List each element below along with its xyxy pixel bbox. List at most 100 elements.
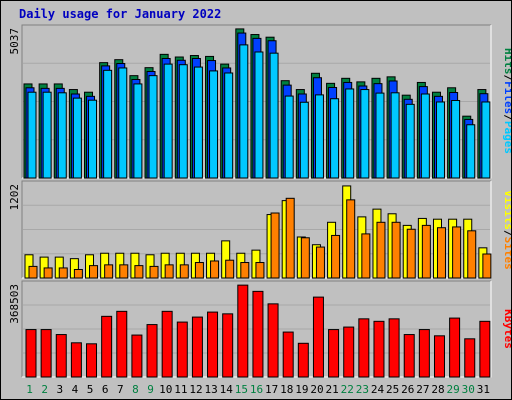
bar-kbytes-day-7 bbox=[116, 310, 128, 378]
side-label-part: Pages bbox=[502, 121, 511, 154]
bar-kbytes-day-4 bbox=[70, 342, 82, 378]
bar-sites-day-18 bbox=[285, 197, 295, 279]
bar-pages-day-16 bbox=[254, 51, 264, 179]
bar-kbytes-day-13 bbox=[207, 311, 219, 378]
day-label-7: 7 bbox=[117, 383, 124, 396]
bar-sites-day-23 bbox=[361, 233, 371, 279]
side-label-part: / bbox=[502, 114, 511, 121]
day-label-26: 26 bbox=[401, 383, 414, 396]
top-side-label: Hits/Files/Pages bbox=[502, 48, 511, 154]
bar-sites-day-27 bbox=[421, 224, 431, 279]
bar-sites-day-8 bbox=[134, 265, 144, 279]
bar-sites-day-15 bbox=[240, 262, 250, 279]
bar-kbytes-day-2 bbox=[40, 329, 52, 378]
day-label-31: 31 bbox=[477, 383, 490, 396]
bar-kbytes-day-8 bbox=[131, 334, 143, 378]
bar-sites-day-6 bbox=[104, 264, 114, 279]
bar-kbytes-day-18 bbox=[282, 331, 294, 378]
bar-sites-day-7 bbox=[119, 264, 129, 279]
bar-kbytes-day-20 bbox=[312, 296, 324, 378]
bar-sites-day-30 bbox=[467, 230, 477, 279]
bar-pages-day-11 bbox=[178, 64, 188, 179]
side-label-part: Hits bbox=[502, 48, 511, 75]
bar-pages-day-1 bbox=[27, 91, 37, 179]
bar-pages-day-24 bbox=[375, 92, 385, 179]
bar-sites-day-2 bbox=[43, 267, 53, 279]
bar-sites-day-12 bbox=[194, 262, 204, 279]
day-label-25: 25 bbox=[386, 383, 399, 396]
bar-sites-day-14 bbox=[225, 259, 235, 279]
bar-pages-day-12 bbox=[193, 66, 203, 179]
bar-pages-day-25 bbox=[390, 92, 400, 179]
bar-sites-day-3 bbox=[58, 267, 68, 279]
bar-sites-day-25 bbox=[391, 221, 401, 279]
bar-kbytes-day-16 bbox=[252, 290, 264, 378]
bar-sites-day-31 bbox=[482, 253, 492, 279]
bar-pages-day-23 bbox=[360, 89, 370, 179]
day-label-18: 18 bbox=[280, 383, 293, 396]
bar-pages-day-15 bbox=[239, 44, 249, 179]
axis-max-label: 1202 bbox=[8, 184, 21, 211]
bar-kbytes-day-25 bbox=[388, 318, 400, 378]
side-label-part: Sites bbox=[502, 237, 511, 270]
bar-pages-day-2 bbox=[42, 91, 52, 179]
bar-sites-day-29 bbox=[452, 226, 462, 279]
bar-kbytes-day-29 bbox=[449, 317, 461, 378]
day-label-4: 4 bbox=[72, 383, 79, 396]
day-label-27: 27 bbox=[416, 383, 429, 396]
bottom-side-label: KBytes bbox=[502, 309, 511, 349]
bar-pages-day-3 bbox=[57, 92, 67, 179]
bar-sites-day-1 bbox=[28, 265, 38, 279]
bar-pages-day-4 bbox=[72, 97, 82, 179]
bar-kbytes-day-24 bbox=[373, 320, 385, 378]
day-label-29: 29 bbox=[447, 383, 460, 396]
day-label-17: 17 bbox=[265, 383, 278, 396]
bar-pages-day-10 bbox=[163, 63, 173, 179]
bar-kbytes-day-12 bbox=[191, 316, 203, 378]
bar-pages-day-8 bbox=[133, 83, 143, 179]
bar-sites-day-19 bbox=[300, 237, 310, 279]
bar-kbytes-day-23 bbox=[358, 318, 370, 378]
day-label-16: 16 bbox=[250, 383, 263, 396]
bar-pages-day-7 bbox=[118, 67, 128, 179]
bar-kbytes-day-19 bbox=[297, 342, 309, 378]
bar-kbytes-day-1 bbox=[25, 329, 37, 378]
kbytes-panel-shade bbox=[21, 280, 491, 377]
day-label-11: 11 bbox=[174, 383, 187, 396]
bar-pages-day-18 bbox=[284, 95, 294, 179]
bar-kbytes-day-17 bbox=[267, 303, 279, 378]
bar-sites-day-16 bbox=[255, 262, 265, 279]
visits-sites-panel-shade bbox=[21, 180, 491, 278]
day-label-9: 9 bbox=[147, 383, 154, 396]
day-label-19: 19 bbox=[295, 383, 308, 396]
bar-kbytes-day-21 bbox=[328, 329, 340, 378]
day-label-22: 22 bbox=[341, 383, 354, 396]
bar-pages-day-5 bbox=[88, 99, 98, 179]
bar-sites-day-10 bbox=[164, 264, 174, 279]
day-label-30: 30 bbox=[462, 383, 475, 396]
bar-pages-day-13 bbox=[209, 70, 219, 179]
bar-kbytes-day-14 bbox=[222, 313, 234, 378]
bar-kbytes-day-27 bbox=[418, 329, 430, 378]
bar-pages-day-19 bbox=[299, 101, 309, 179]
bar-sites-day-13 bbox=[210, 260, 220, 279]
chart-title: Daily usage for January 2022 bbox=[19, 7, 221, 21]
bar-pages-day-21 bbox=[330, 98, 340, 179]
day-label-24: 24 bbox=[371, 383, 385, 396]
axis-max-label: 368503 bbox=[8, 284, 21, 324]
bar-kbytes-day-28 bbox=[433, 335, 445, 378]
bar-pages-day-9 bbox=[148, 75, 158, 179]
bar-sites-day-28 bbox=[436, 227, 446, 279]
day-label-13: 13 bbox=[204, 383, 217, 396]
side-label-part: / bbox=[502, 230, 511, 237]
bar-sites-day-21 bbox=[331, 234, 341, 279]
day-label-1: 1 bbox=[26, 383, 33, 396]
bar-sites-day-20 bbox=[315, 246, 325, 279]
bar-kbytes-day-10 bbox=[161, 310, 173, 378]
bar-pages-day-28 bbox=[435, 101, 445, 179]
bar-pages-day-22 bbox=[345, 88, 355, 179]
bar-sites-day-17 bbox=[270, 212, 280, 279]
bar-pages-day-26 bbox=[405, 103, 415, 179]
